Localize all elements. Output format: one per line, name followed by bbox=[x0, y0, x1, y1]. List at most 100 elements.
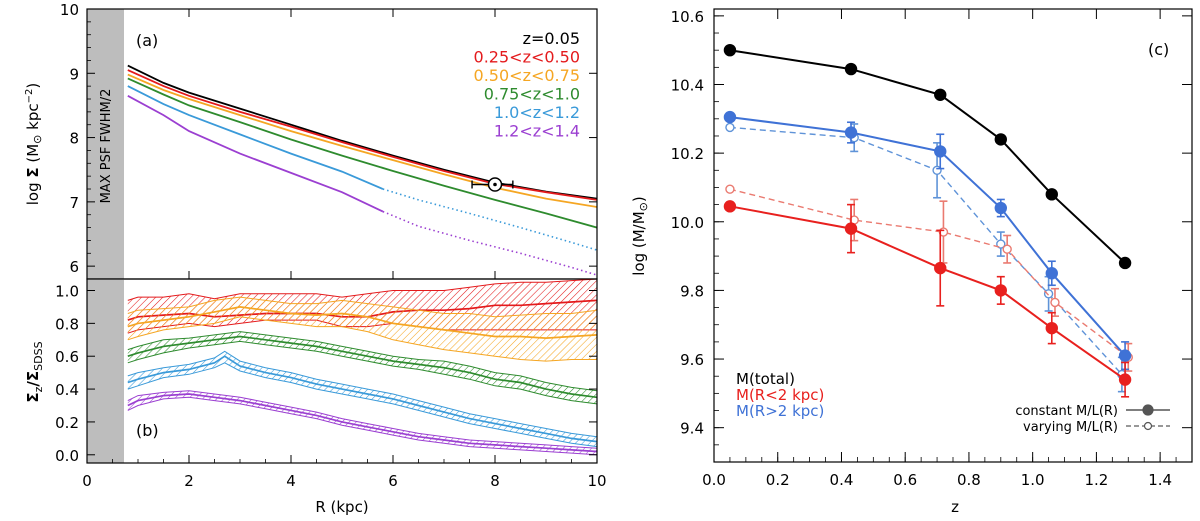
series-a-dotted-5 bbox=[382, 210, 597, 276]
x-tick-label-b: 10 bbox=[587, 472, 606, 490]
legend-c-item: M(R>2 kpc) bbox=[736, 402, 824, 420]
point-c bbox=[1043, 289, 1054, 299]
band-b-upper-0 bbox=[127, 279, 597, 301]
panel-a-y-ticks: 6 7 8 9 10 bbox=[60, 1, 597, 276]
ylabel-c-close: ) bbox=[630, 196, 648, 202]
line-b-1 bbox=[127, 306, 597, 339]
psf-shaded-region-a bbox=[87, 9, 124, 279]
point-c bbox=[994, 284, 1007, 297]
point-c bbox=[723, 43, 737, 57]
ylabel-a-close: ) bbox=[24, 83, 42, 89]
panel-b-label: (b) bbox=[136, 421, 159, 440]
band-b-upper-1 bbox=[127, 296, 597, 318]
point-c bbox=[725, 184, 735, 194]
band-b-3 bbox=[127, 351, 597, 447]
point-c bbox=[1118, 373, 1132, 386]
y-tick-label-c: 9.6 bbox=[680, 351, 704, 369]
style-legend-marker bbox=[1142, 404, 1154, 416]
line-b-3 bbox=[127, 355, 597, 443]
x-tick-label-b: 6 bbox=[388, 472, 398, 490]
y-tick-label-a: 10 bbox=[60, 1, 79, 19]
panel-b-xlabel: R (kpc) bbox=[315, 498, 368, 516]
y-tick-label-b: 0.4 bbox=[55, 381, 79, 399]
x-tick-label-b: 2 bbox=[184, 472, 194, 490]
panel-a: MAX PSF FWHM/2 6 7 8 9 10 (a) z=0.050.25<z<0… bbox=[24, 1, 598, 280]
legend-a-item: 0.75<z<1.0 bbox=[484, 85, 580, 104]
point-c bbox=[844, 126, 858, 139]
x-tick-label-c: 1.0 bbox=[1021, 471, 1045, 489]
y-tick-label-a: 6 bbox=[69, 258, 79, 276]
x-tick-label-c: 0.0 bbox=[702, 471, 726, 489]
ylabel-b-slash: /Σ bbox=[24, 371, 42, 387]
panel-c-series bbox=[723, 43, 1133, 398]
band-b-lower-2 bbox=[127, 340, 597, 405]
x-tick-label-c: 0.8 bbox=[957, 471, 981, 489]
ylabel-a-unit: (M bbox=[24, 144, 42, 168]
y-tick-label-b: 0.2 bbox=[55, 414, 79, 432]
psf-shaded-region-b bbox=[87, 279, 124, 463]
point-c bbox=[723, 200, 737, 213]
legend-a-item: 1.2<z<1.4 bbox=[494, 122, 580, 141]
ylabel-a-sigma: Σ bbox=[24, 167, 42, 177]
band-b-upper-2 bbox=[127, 331, 597, 392]
point-c bbox=[934, 145, 947, 158]
panel-b: 0.00.20.40.60.81.0 0 2 4 6 8 10 (b) Σz/ΣSDSS … bbox=[24, 9, 607, 516]
style-legend-marker bbox=[1143, 421, 1153, 431]
panel-c-label: (c) bbox=[1148, 40, 1169, 59]
x-tick-label-b: 0 bbox=[82, 472, 92, 490]
point-c bbox=[994, 201, 1007, 215]
ylabel-a-sun: ⊙ bbox=[31, 135, 44, 144]
line-b-4 bbox=[127, 393, 597, 453]
ylabel-a-exp: −2 bbox=[24, 89, 35, 104]
legend-c-item: M(R<2 kpc) bbox=[736, 386, 824, 404]
point-c bbox=[844, 62, 858, 76]
point-c bbox=[725, 122, 735, 133]
series-c-line-1 bbox=[729, 116, 1126, 357]
panel-a-ylabel: log Σ (M⊙ kpc−2) bbox=[24, 83, 44, 206]
band-b-upper-4 bbox=[127, 390, 597, 449]
band-b-lower-3 bbox=[127, 362, 597, 448]
style-legend-label: varying M/L(R) bbox=[1023, 420, 1118, 435]
panel-b-ylabel: Σz/ΣSDSS bbox=[24, 341, 45, 402]
solar-symbol-dot bbox=[493, 182, 497, 187]
y-tick-label-b: 0.8 bbox=[55, 315, 79, 333]
panel-c-ylabel: log (M/M⊙) bbox=[630, 196, 650, 276]
point-c bbox=[1045, 321, 1058, 335]
y-tick-label-a: 8 bbox=[69, 130, 79, 148]
panel-c: 9.49.69.810.010.210.410.6 0.0 0.2 0.4 0.6 0.… bbox=[630, 8, 1193, 516]
psf-label: MAX PSF FWHM/2 bbox=[99, 89, 114, 204]
point-c bbox=[934, 261, 947, 275]
point-c bbox=[723, 110, 737, 124]
ylabel-a-kpc: kpc bbox=[24, 103, 42, 134]
legend-c-item: M(total) bbox=[736, 370, 795, 388]
y-tick-label-a: 7 bbox=[69, 194, 79, 212]
ylabel-b-sigma1: Σ bbox=[24, 392, 42, 402]
series-c-line-2 bbox=[729, 205, 1126, 381]
x-tick-label-b: 8 bbox=[490, 472, 500, 490]
y-tick-label-c: 9.4 bbox=[680, 420, 704, 438]
point-c bbox=[1118, 256, 1132, 270]
panel-c-legend: M(total)M(R<2 kpc)M(R>2 kpc) constant M/L… bbox=[736, 370, 1170, 435]
ylabel-b-sub1: z bbox=[32, 386, 45, 392]
x-tick-label-c: 0.6 bbox=[893, 471, 917, 489]
y-tick-label-c: 9.8 bbox=[680, 282, 704, 300]
y-tick-label-a: 9 bbox=[69, 65, 79, 83]
series-a-line-3 bbox=[127, 77, 597, 229]
series-a-line-5 bbox=[127, 95, 384, 213]
y-tick-label-c: 10.2 bbox=[671, 145, 704, 163]
series-c-line-0 bbox=[729, 49, 1126, 264]
x-tick-label-c: 1.4 bbox=[1148, 471, 1172, 489]
ylabel-a-prefix: log bbox=[24, 178, 42, 206]
x-tick-label-c: 0.2 bbox=[766, 471, 790, 489]
legend-a-item: 1.0<z<1.2 bbox=[494, 103, 580, 122]
panel-b-y-ticks: 0.0 0.2 0.4 0.6 0.8 1.0 bbox=[55, 283, 597, 465]
legend-a-item: z=0.05 bbox=[523, 29, 580, 48]
solar-annotation bbox=[471, 177, 514, 192]
band-b-lower-1 bbox=[127, 316, 597, 362]
point-c bbox=[994, 133, 1007, 146]
point-c bbox=[1002, 244, 1012, 254]
series-a-line-4 bbox=[127, 85, 384, 190]
y-tick-label-c: 10.6 bbox=[671, 8, 704, 26]
line-b-2 bbox=[127, 335, 597, 399]
